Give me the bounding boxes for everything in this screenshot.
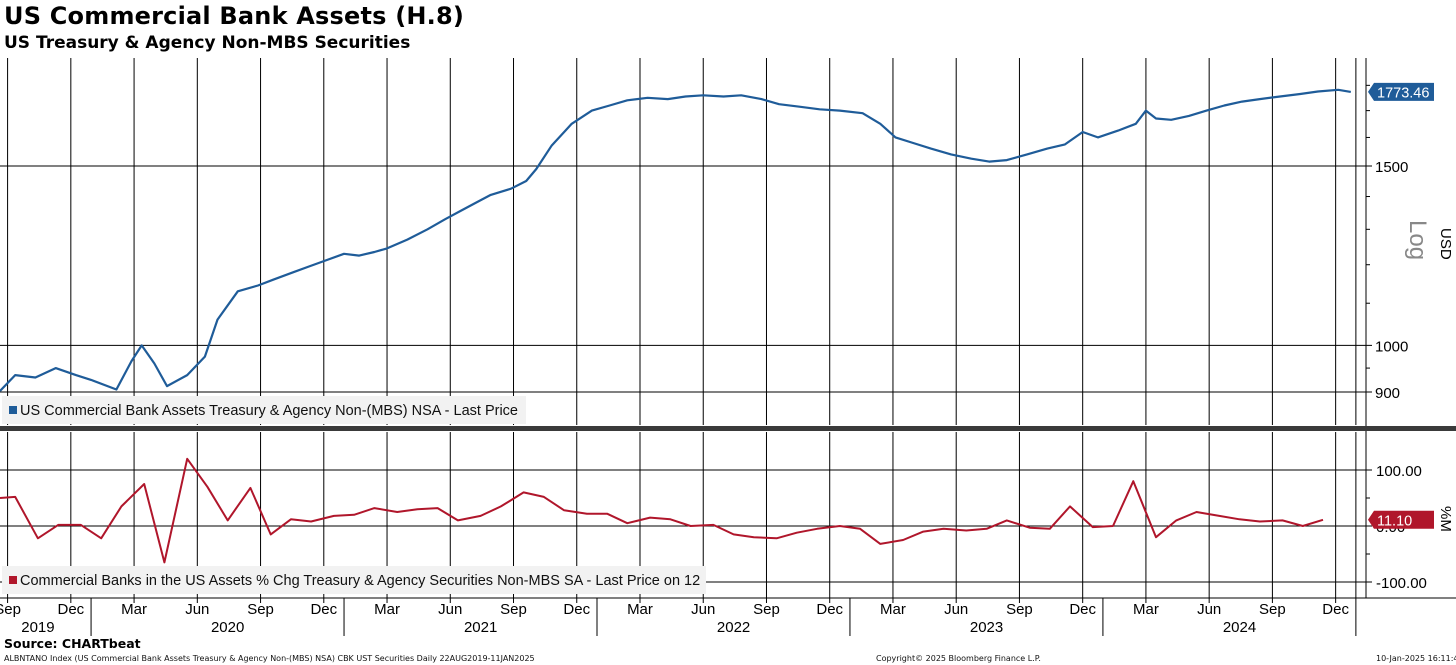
x-tick-label-month: Jun [185,601,209,618]
chart-subtitle: US Treasury & Agency Non-MBS Securities [4,33,411,53]
x-tick-label-year: 2021 [464,619,497,636]
log-scale-label: Log [1404,220,1431,260]
x-tick-label-month: Dec [57,601,84,618]
x-tick-label-month: Mar [1133,601,1159,618]
source-note: Source: CHARTbeat [4,636,141,651]
legend-top-text: US Commercial Bank Assets Treasury & Age… [20,403,518,419]
x-tick-label-month: Dec [563,601,590,618]
x-tick-label-month: Jun [944,601,968,618]
x-tick-label-month: Mar [374,601,400,618]
x-tick-label-month: Mar [121,601,147,618]
x-tick-label-month: Jun [691,601,715,618]
x-tick-label-year: 2024 [1223,619,1256,636]
x-tick-label-month: Jun [438,601,462,618]
y-tick-label-bottom: 100.00 [1376,463,1422,480]
x-tick-label-month: Jun [1197,601,1221,618]
footer-timestamp: 10-Jan-2025 16:11:45 [1376,654,1456,663]
last-value-tag-bottom: 11.10 [1368,510,1434,529]
last-value-tag-top-label: 1773.46 [1377,85,1429,101]
y-tick-label-top: 1000 [1375,338,1408,355]
x-tick-label-month: Dec [310,601,337,618]
legend-top-bg [2,396,526,424]
x-tick-label-month: Dec [1069,601,1096,618]
last-value-tag-bottom-label: 11.10 [1377,513,1412,529]
x-tick-label-month: Mar [880,601,906,618]
last-value-tag-top: 1773.46 [1368,82,1434,101]
y-tick-label-top: 900 [1375,385,1400,402]
last-value-tag-bottom-bg [1368,510,1434,529]
y-tick-label-top: 1500 [1375,159,1408,176]
x-tick-label-month: Sep [753,601,780,618]
chart-title: US Commercial Bank Assets (H.8) [4,2,465,30]
footer-copyright: Copyright© 2025 Bloomberg Finance L.P. [876,654,1041,663]
footer-index-info: ALBNTANO Index (US Commercial Bank Asset… [4,654,535,663]
last-value-tag-top-bg [1368,82,1434,101]
y-axis-unit-top: USD [1437,228,1454,260]
x-tick-label-month: Sep [1006,601,1033,618]
legend-bottom-bg [2,566,706,594]
legend-bottom-swatch [9,576,17,584]
x-tick-label-year: 2022 [717,619,750,636]
x-tick-label-month: Dec [1322,601,1349,618]
x-tick-label-month: Sep [500,601,527,618]
panel-divider [0,426,1456,431]
y-axis-unit-bottom: %M [1437,506,1454,532]
x-tick-label-month: Dec [816,601,843,618]
x-tick-label-month: Mar [627,601,653,618]
series-line-top [0,88,1351,392]
x-tick-label-month: Sep [1259,601,1286,618]
x-tick-label-year: 2023 [970,619,1003,636]
x-tick-label-month: Sep [247,601,274,618]
legend-bottom-text: Commercial Banks in the US Assets % Chg … [20,573,700,589]
y-tick-label-bottom: -100.00 [1376,575,1427,592]
x-tick-label-month: Sep [0,601,21,618]
x-tick-label-year: 2019 [21,619,54,636]
series-line-bottom [0,457,1324,564]
x-tick-label-year: 2020 [211,619,244,636]
legend-top-swatch [9,406,17,414]
